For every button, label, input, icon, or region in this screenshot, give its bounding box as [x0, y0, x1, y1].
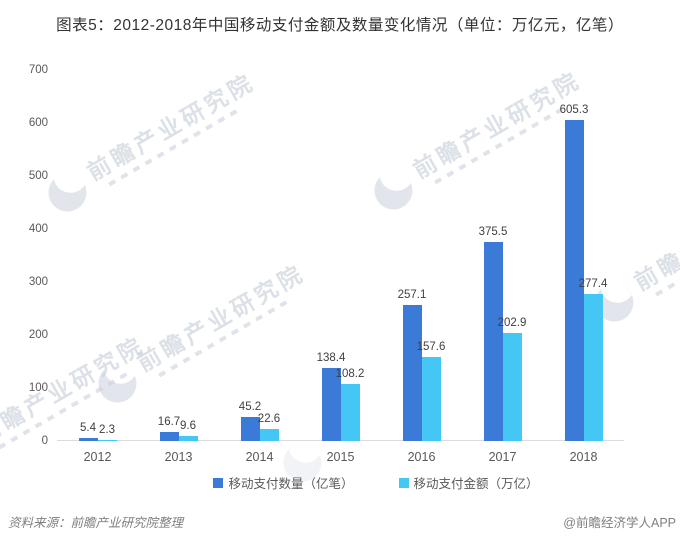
y-axis-tick-label: 400 — [28, 223, 48, 235]
chart-legend: 移动支付数量（亿笔） 移动支付金额（万亿） — [0, 473, 680, 492]
legend-item-series2: 移动支付金额（万亿） — [398, 473, 539, 492]
bar-value-label: 5.4 — [80, 422, 96, 435]
bar-value-label: 202.9 — [497, 317, 527, 330]
x-axis-category-label: 2014 — [245, 450, 274, 464]
bar-2017-series2 — [502, 333, 522, 441]
bar-2016-series2 — [421, 357, 441, 441]
y-axis-tick-label: 0 — [41, 435, 48, 447]
bar-value-label: 22.6 — [257, 413, 281, 426]
y-axis-tick-label: 100 — [28, 382, 48, 394]
bar-value-label: 108.2 — [335, 367, 365, 380]
x-axis-category-label: 2013 — [164, 450, 193, 464]
x-axis-category-label: 2012 — [83, 450, 112, 464]
y-axis-tick-label: 500 — [28, 170, 48, 182]
bar-2018-series1 — [564, 120, 584, 441]
bar-value-label: 257.1 — [397, 288, 427, 301]
bar-2016-series1 — [402, 304, 422, 441]
bar-2015-series1 — [321, 367, 341, 441]
y-axis-tick-label: 200 — [28, 329, 48, 341]
bar-value-label: 2.3 — [99, 423, 115, 436]
bar-value-label: 138.4 — [316, 351, 346, 364]
x-axis-category-label: 2016 — [407, 450, 436, 464]
source-note: 资料来源：前瞻产业研究院整理 — [8, 516, 184, 530]
bar-2015-series2 — [340, 383, 360, 441]
x-axis-category-label: 2017 — [488, 450, 517, 464]
legend-label: 移动支付数量（亿笔） — [228, 477, 354, 491]
bar-2013-series2 — [178, 435, 198, 441]
bar-2018-series2 — [583, 293, 603, 441]
bar-2014-series2 — [259, 429, 279, 441]
bar-2017-series1 — [483, 241, 503, 441]
bar-value-label: 157.6 — [416, 341, 446, 354]
bar-2014-series1 — [240, 417, 260, 441]
y-axis-tick-label: 700 — [28, 64, 48, 76]
bar-value-label: 375.5 — [478, 225, 508, 238]
credit-note: @前瞻经济学人APP — [563, 516, 676, 530]
legend-swatch-icon — [398, 477, 409, 488]
bar-value-label: 605.3 — [559, 104, 589, 117]
chart-footer: 资料来源：前瞻产业研究院整理 @前瞻经济学人APP — [0, 509, 680, 531]
x-axis-category-label: 2015 — [326, 450, 355, 464]
x-axis-category-label: 2018 — [569, 450, 598, 464]
bar-2012-series2 — [97, 439, 117, 441]
bar-2013-series1 — [159, 432, 179, 441]
legend-label: 移动支付金额（万亿） — [413, 477, 539, 491]
legend-swatch-icon — [213, 477, 224, 488]
bar-value-label: 16.7 — [157, 416, 181, 429]
chart-title: 图表5：2012-2018年中国移动支付金额及数量变化情况（单位：万亿元，亿笔） — [56, 17, 624, 34]
bar-2012-series1 — [78, 438, 98, 441]
bar-value-label: 45.2 — [238, 401, 262, 414]
y-axis-tick-label: 600 — [28, 117, 48, 129]
legend-item-series1: 移动支付数量（亿笔） — [213, 473, 354, 492]
bar-value-label: 277.4 — [578, 277, 608, 290]
bar-value-label: 9.6 — [180, 419, 196, 432]
y-axis-tick-label: 300 — [28, 276, 48, 288]
